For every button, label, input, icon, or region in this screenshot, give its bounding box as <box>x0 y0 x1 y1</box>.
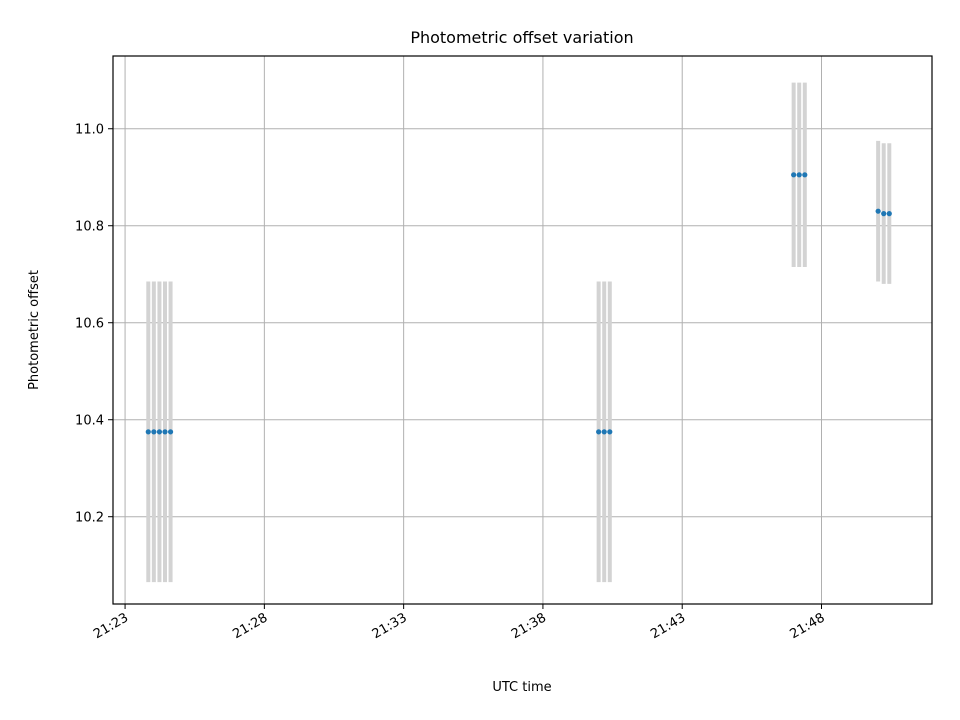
x-tick-label: 21:23 <box>91 610 131 642</box>
chart-title: Photometric offset variation <box>410 28 633 47</box>
x-tick-label: 21:28 <box>230 610 270 642</box>
y-tick-label: 10.2 <box>75 511 104 526</box>
y-axis-label: Photometric offset <box>27 270 42 390</box>
x-tick-label: 21:43 <box>648 610 688 642</box>
data-point <box>796 172 802 178</box>
y-tick-label: 10.8 <box>75 220 104 235</box>
y-tick-label: 11.0 <box>75 123 104 138</box>
x-tick-label: 21:33 <box>370 610 410 642</box>
data-point <box>596 429 602 435</box>
x-axis-ticks: 21:23 21:28 21:33 21:38 21:43 21:48 <box>91 604 828 642</box>
x-tick-label: 21:38 <box>509 610 549 642</box>
data-point <box>156 429 163 435</box>
data-point <box>145 429 151 435</box>
data-point <box>151 429 157 435</box>
data-point <box>607 429 613 435</box>
error-bars <box>146 82 892 583</box>
y-tick-label: 10.6 <box>75 317 104 332</box>
data-point <box>791 172 797 178</box>
data-point <box>601 429 607 435</box>
x-axis-label: UTC time <box>492 680 551 695</box>
data-point <box>881 211 887 217</box>
data-point <box>802 172 808 178</box>
y-axis-ticks: 10.2 10.4 10.6 10.8 11.0 <box>75 123 113 526</box>
grid <box>113 56 932 604</box>
data-points <box>145 172 892 435</box>
y-tick-label: 10.4 <box>75 414 104 429</box>
data-point <box>162 429 168 435</box>
x-tick-label: 21:48 <box>788 610 828 642</box>
plot-frame <box>112 55 933 605</box>
data-point <box>167 429 174 435</box>
data-point <box>875 208 881 214</box>
data-point <box>886 211 892 217</box>
